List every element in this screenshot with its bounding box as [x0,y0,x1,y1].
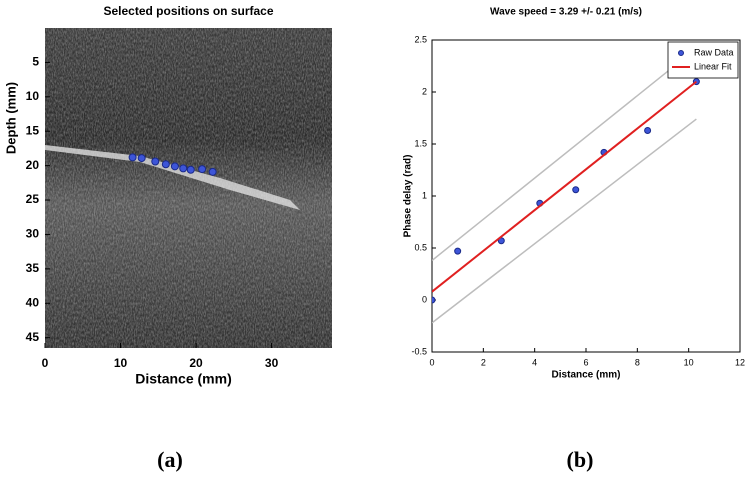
x-tick-label: 10 [114,356,128,370]
x-tick-label: 30 [265,356,279,370]
panel-b: Wave speed = 3.29 +/- 0.21 (m/s)0 2 4 6 8 10 1… [403,7,745,472]
legend-label: Raw Data [694,47,734,57]
legend-label: Linear Fit [694,61,732,71]
data-point [179,164,188,173]
y-tick-label: 0.5 [414,242,427,252]
y-tick-label: 45 [26,330,40,344]
data-point [454,247,462,255]
y-tick-label: 35 [26,261,40,275]
data-point [151,157,160,166]
ultrasound-image [45,28,332,348]
plot-area [128,153,217,176]
y-axis-label: Depth (mm) [3,82,18,154]
x-axis-label: Distance (mm) [135,371,231,387]
legend-box [667,41,739,79]
y-axis-label: Phase delay (rad) [403,155,414,238]
x-axis-label: Distance (mm) [552,370,621,381]
y-tick-label: 2.5 [414,34,427,44]
data-point [644,126,652,134]
data-point [432,296,436,304]
y-tick-label: 5 [32,55,39,69]
x-tick-label: 8 [635,357,640,367]
y-tick-label: 2 [422,86,427,96]
x-tick-label: 6 [583,357,588,367]
y-tick-label: 1 [422,190,427,200]
x-tick-label: 2 [481,357,486,367]
x-tick-label: 20 [189,356,203,370]
y-tick-label: 30 [26,227,40,241]
data-point [161,160,170,169]
series-line [432,80,697,293]
y-tick-label: 40 [26,295,40,309]
x-tick-label: 4 [532,357,537,367]
y-tick-label: 0 [422,294,427,304]
series-line [432,118,697,324]
data-point [198,165,207,174]
legend-swatch [678,50,684,56]
data-point [137,154,146,163]
y-tick-label: 25 [26,192,40,206]
chart-title: Selected positions on surface [103,4,273,18]
chart-title: Wave speed = 3.29 +/- 0.21 (m/s) [490,7,642,18]
data-point [128,153,137,162]
panel-a: Selected positions on surface 0 10 20 30 5 10 1… [3,4,279,472]
data-point [170,162,179,171]
panel-caption: (b) [567,447,594,472]
x-tick-label: 0 [429,357,434,367]
plot-area [432,47,700,324]
y-tick-label: 20 [26,158,40,172]
panel-caption: (a) [157,447,183,472]
x-tick-label: 12 [735,357,745,367]
data-point [572,186,580,194]
y-tick-label: 1.5 [414,138,427,148]
y-tick-label: 10 [26,89,40,103]
series-line [432,47,697,262]
x-tick-label: 10 [684,357,694,367]
data-point [186,165,195,174]
plot-frame [431,39,741,353]
data-point [208,167,217,176]
y-tick-label: 15 [26,123,40,137]
x-tick-label: 0 [42,356,49,370]
y-tick-label: -0.5 [411,346,427,356]
